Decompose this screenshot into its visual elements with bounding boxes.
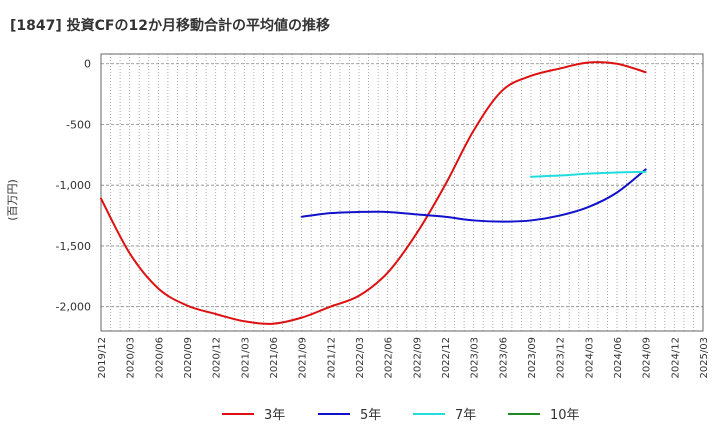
x-tick-label: 2024/12 bbox=[670, 337, 681, 379]
legend-label: 10年 bbox=[550, 408, 580, 423]
x-tick-label: 2020/12 bbox=[212, 337, 223, 379]
x-tick-label: 2023/09 bbox=[527, 337, 538, 379]
legend-item: 7年 bbox=[413, 408, 476, 423]
series-line-3 bbox=[530, 170, 647, 178]
y-tick-label: -1,500 bbox=[56, 240, 91, 253]
x-tick-label: 2024/06 bbox=[613, 337, 624, 379]
x-tick-label: 2022/06 bbox=[384, 337, 395, 379]
y-tick-label: -500 bbox=[66, 118, 91, 131]
x-tick-label: 2024/09 bbox=[642, 337, 653, 379]
vertical-gridlines bbox=[100, 54, 704, 331]
x-tick-label: 2023/03 bbox=[470, 337, 481, 379]
series-line-1 bbox=[100, 61, 647, 325]
horizontal-gridlines bbox=[101, 63, 703, 308]
x-tick-label: 2023/12 bbox=[556, 337, 567, 379]
x-tick-label: 2022/12 bbox=[441, 337, 452, 379]
plot-frame bbox=[100, 53, 704, 332]
legend-item: 3年 bbox=[222, 408, 285, 423]
x-tick-label: 2021/12 bbox=[326, 337, 337, 379]
x-tick-label: 2025/03 bbox=[699, 337, 710, 379]
x-tick-label: 2021/06 bbox=[269, 337, 280, 379]
x-tick-label: 2020/06 bbox=[154, 337, 165, 379]
x-tick-label: 2021/03 bbox=[240, 337, 251, 379]
y-tick-label: -2,000 bbox=[56, 301, 91, 314]
x-tick-label: 2024/03 bbox=[584, 337, 595, 379]
legend-label: 3年 bbox=[264, 408, 285, 423]
plot-area: 0 -500 -1,000 -1,500 -2,000 2019/12 2020/03 202… bbox=[56, 53, 710, 379]
series-line-2 bbox=[300, 168, 647, 223]
x-tick-label: 2019/12 bbox=[97, 337, 108, 379]
x-tick-label: 2023/06 bbox=[498, 337, 509, 379]
x-tick-label: 2021/09 bbox=[298, 337, 309, 379]
legend-label: 7年 bbox=[455, 408, 476, 423]
x-tick-label: 2022/03 bbox=[355, 337, 366, 379]
y-tick-label: -1,000 bbox=[56, 179, 91, 192]
legend-item: 5年 bbox=[318, 408, 381, 423]
x-tick-label: 2020/09 bbox=[183, 337, 194, 379]
chart-title: [1847] 投資CFの12か月移動合計の平均値の推移 bbox=[10, 17, 330, 34]
x-tick-label: 2022/09 bbox=[412, 337, 423, 379]
plot-background bbox=[101, 54, 703, 331]
x-tick-label: 2020/03 bbox=[126, 337, 137, 379]
y-tick-label: 0 bbox=[84, 58, 91, 71]
y-axis-label: (百万円) bbox=[6, 179, 19, 221]
legend: 3年 5年 7年 10年 bbox=[222, 408, 580, 423]
legend-label: 5年 bbox=[360, 408, 381, 423]
legend-item: 10年 bbox=[508, 408, 580, 423]
